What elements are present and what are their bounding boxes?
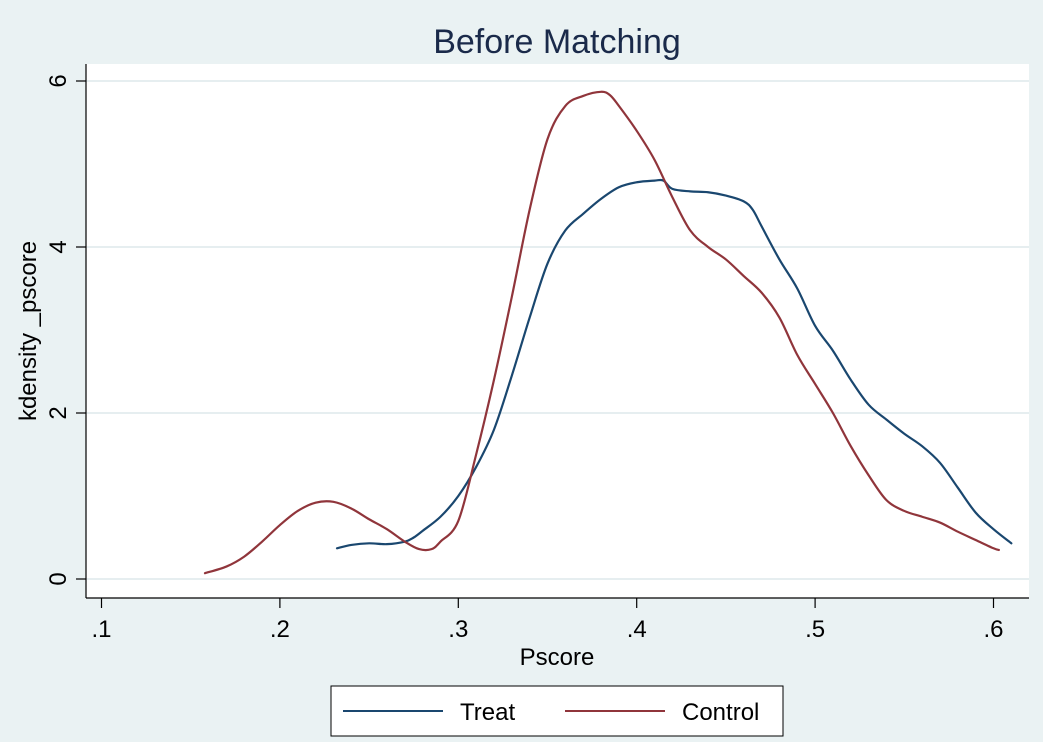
legend: Treat Control	[330, 685, 784, 737]
x-tick-label: .2	[270, 616, 290, 643]
y-tick-label: 2	[45, 406, 72, 419]
x-tick-label: .5	[805, 616, 825, 643]
y-tick-label: 6	[45, 74, 72, 87]
plot-area	[86, 64, 1029, 598]
x-tick-label: .3	[448, 616, 468, 643]
legend-label-control: Control	[682, 699, 759, 726]
chart-title: Before Matching	[433, 23, 681, 61]
series-lines	[203, 90, 1013, 575]
y-axis-ticks: 0 2 4 6	[45, 74, 86, 586]
legend-label-treat: Treat	[460, 699, 515, 726]
x-axis-label: Pscore	[520, 644, 595, 671]
grid-lines	[86, 80, 1029, 580]
y-axis-label: kdensity _pscore	[15, 241, 42, 421]
x-tick-label: .1	[91, 616, 111, 643]
y-tick-label: 0	[45, 572, 72, 585]
x-tick-label: .6	[983, 616, 1003, 643]
y-tick-label: 4	[45, 240, 72, 253]
x-tick-label: .4	[627, 616, 647, 643]
x-axis-ticks: .1 .2 .3 .4 .5 .6	[91, 598, 1004, 643]
series-line-control	[203, 90, 1000, 575]
